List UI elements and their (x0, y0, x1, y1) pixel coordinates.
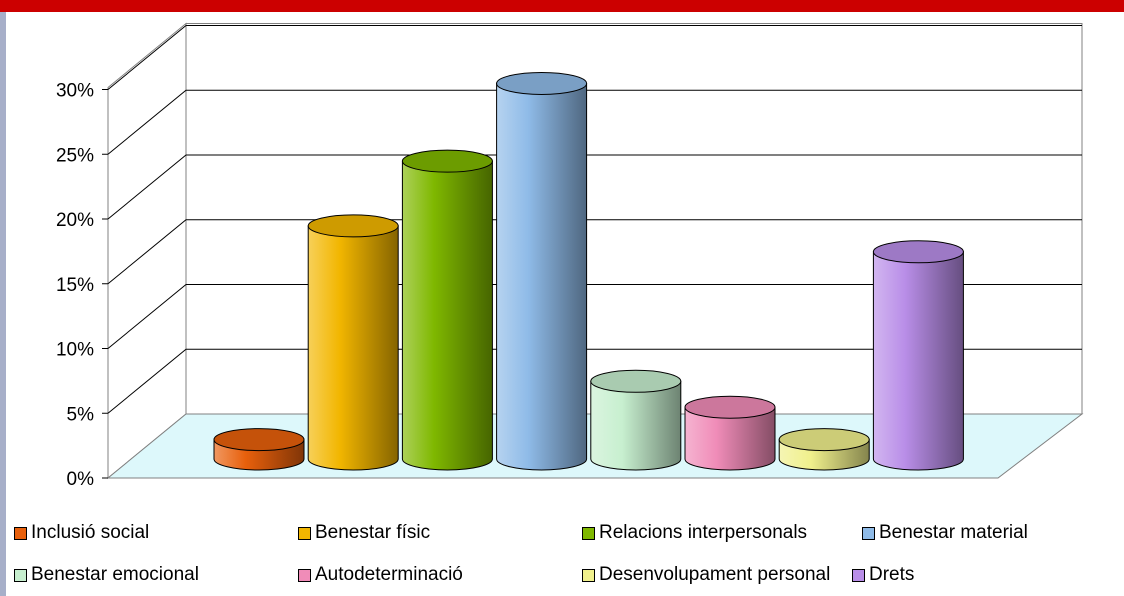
legend-label: Autodeterminació (315, 564, 463, 585)
y-tick-label: 15% (56, 275, 94, 296)
bar-benestar-material (496, 71, 588, 471)
bar-body (872, 251, 964, 471)
bar-body (307, 225, 399, 471)
legend-swatch (852, 568, 865, 582)
y-tick-label: 20% (56, 210, 94, 231)
bar-top (684, 395, 776, 419)
side-wall (107, 22, 187, 480)
gridline (107, 284, 1082, 349)
bar-top (401, 149, 493, 173)
gridline (107, 219, 1082, 285)
legend-item-relacions-interpersonals: Relacions interpersonals (582, 522, 807, 544)
bar-top (307, 214, 399, 238)
bar-inclusi-social (213, 428, 305, 471)
bar-drets (872, 240, 964, 471)
legend-item-desenvolupament-personal: Desenvolupament personal (582, 564, 830, 586)
legend-item-autodeterminacio: Autodeterminació (298, 564, 463, 586)
bar-relacions-interpersonals (401, 149, 493, 471)
bar-autodeterminaci- (684, 395, 776, 471)
legend-label: Benestar emocional (31, 564, 199, 585)
y-tick-label: 25% (56, 145, 94, 166)
legend-label: Relacions interpersonals (599, 522, 808, 543)
bar-top (213, 428, 305, 452)
chart-gridlines (107, 25, 1082, 414)
side-accent-bar (0, 12, 6, 596)
chart-legend: Inclusió social Benestar físic Relacions… (14, 522, 1114, 592)
legend-label: Desenvolupament personal (599, 564, 831, 585)
legend-item-inclusio-social: Inclusió social (14, 522, 149, 544)
legend-label: Drets (869, 564, 915, 585)
legend-item-benestar-fisic: Benestar físic (298, 522, 430, 544)
y-tick-label: 30% (56, 81, 94, 102)
bar-top (872, 240, 964, 264)
legend-swatch (298, 526, 311, 540)
bar-body (684, 406, 776, 471)
chart-bars (213, 71, 964, 471)
legend-label: Benestar físic (315, 522, 431, 543)
y-tick-label: 10% (56, 340, 94, 361)
bar-benestar-emocional (590, 369, 682, 471)
legend-item-benestar-emocional: Benestar emocional (14, 564, 199, 586)
y-tick-label: 0% (67, 469, 95, 490)
bar-benestar-f-sic (307, 214, 399, 471)
legend-swatch (582, 568, 595, 582)
bar-body (590, 380, 682, 471)
bar-top (778, 428, 870, 452)
gridline (107, 348, 1082, 414)
bar-top (590, 369, 682, 393)
legend-item-benestar-material: Benestar material (862, 522, 1028, 544)
y-axis-ticks: 0% 5% 10% 15% 20% 25% 30% (56, 81, 108, 490)
gridline (107, 89, 1082, 155)
bar-body (401, 160, 493, 471)
bar-desenvolupament-personal (778, 428, 870, 471)
bar-top (496, 71, 588, 95)
bar-chart: 0% 5% 10% 15% 20% 25% 30% (56, 22, 1084, 490)
y-tick-label: 5% (67, 404, 95, 425)
gridline (107, 25, 1082, 90)
legend-swatch (14, 526, 27, 540)
legend-label: Inclusió social (31, 522, 150, 543)
gridline (107, 154, 1082, 220)
legend-swatch (582, 526, 595, 540)
top-accent-bar (0, 0, 1124, 12)
legend-swatch (298, 568, 311, 582)
legend-swatch (862, 526, 875, 540)
legend-swatch (14, 568, 27, 582)
legend-label: Benestar material (879, 522, 1028, 543)
bar-body (496, 82, 588, 471)
legend-item-drets: Drets (852, 564, 914, 586)
